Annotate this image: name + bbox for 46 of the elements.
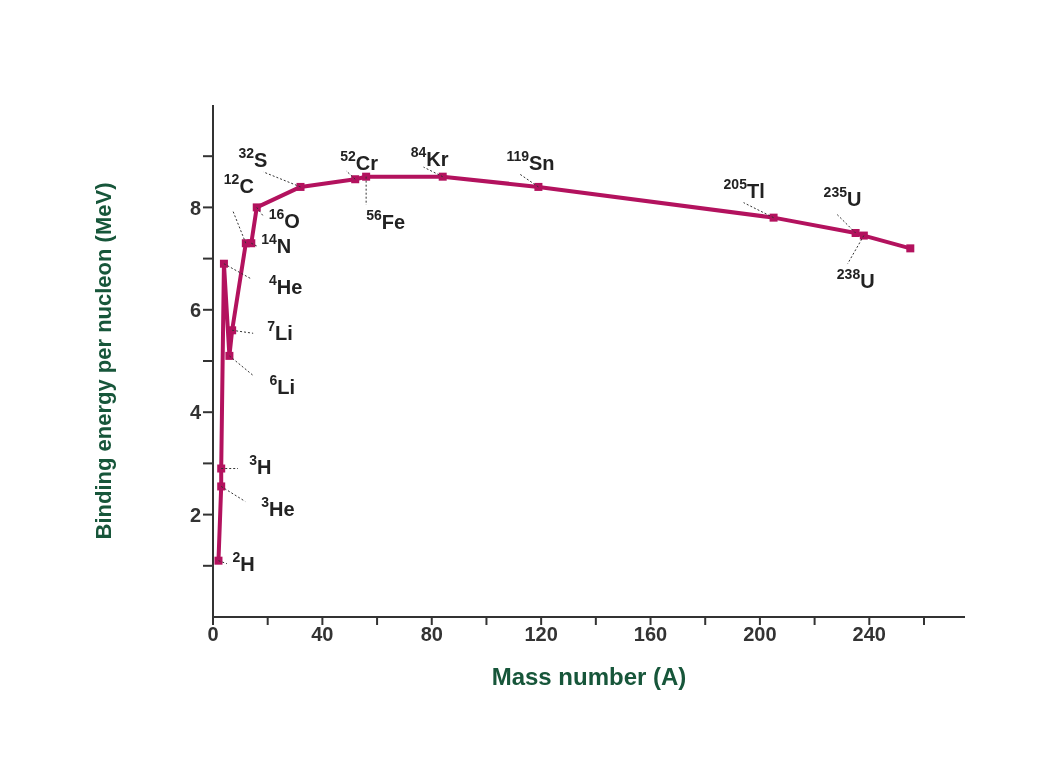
point — [362, 172, 371, 181]
point — [769, 213, 778, 222]
y-tick-label: 8 — [189, 196, 201, 219]
annotation: $^{84}$Kr — [410, 143, 449, 170]
x-tick-label: 40 — [311, 623, 334, 646]
point — [217, 482, 226, 491]
annotation: $^{205}$Tl — [723, 175, 765, 202]
x-tick-label: 200 — [743, 623, 777, 646]
y-tick-label: 4 — [189, 401, 202, 424]
annotation: $^{16}$O — [268, 206, 300, 233]
point — [217, 464, 226, 473]
point — [351, 175, 360, 184]
y-tick-label: 6 — [189, 298, 201, 321]
y-axis-title: Binding energy per nucleon (MeV) — [90, 182, 116, 540]
x-axis-title: Mass number (A) — [491, 663, 687, 690]
point — [219, 259, 228, 268]
annotation: $^{119}$Sn — [506, 147, 555, 175]
x-tick-label: 80 — [420, 623, 443, 646]
x-tick-label: 240 — [852, 623, 886, 646]
annotation: $^{238}$U — [836, 265, 875, 292]
point — [296, 182, 305, 191]
point — [225, 351, 234, 360]
x-tick-label: 0 — [207, 623, 219, 646]
annotation: $^{12}$C — [223, 170, 254, 198]
y-tick-label: 2 — [189, 503, 201, 526]
annotation: $^{7}$Li — [267, 317, 293, 345]
point — [228, 326, 237, 335]
x-tick-label: 160 — [633, 623, 668, 646]
annotation: $^{235}$U — [823, 183, 862, 211]
point — [252, 203, 261, 212]
annotation: $^{14}$N — [261, 230, 292, 258]
annotation: $^{4}$He — [268, 271, 303, 298]
point — [438, 172, 447, 181]
annotation: $^{32}$S — [238, 144, 268, 172]
point — [859, 231, 868, 240]
annotation: $^{6}$Li — [269, 371, 295, 399]
point — [214, 556, 223, 565]
annotation: $^{3}$He — [261, 494, 295, 521]
annotation: $^{56}$Fe — [366, 206, 406, 233]
point — [534, 182, 543, 191]
annotation: $^{2}$H — [232, 548, 255, 575]
annotation: $^{3}$H — [249, 451, 272, 478]
annotation: $^{52}$Cr — [340, 147, 379, 175]
point — [906, 244, 915, 253]
x-tick-label: 120 — [524, 623, 558, 646]
point — [851, 229, 860, 237]
